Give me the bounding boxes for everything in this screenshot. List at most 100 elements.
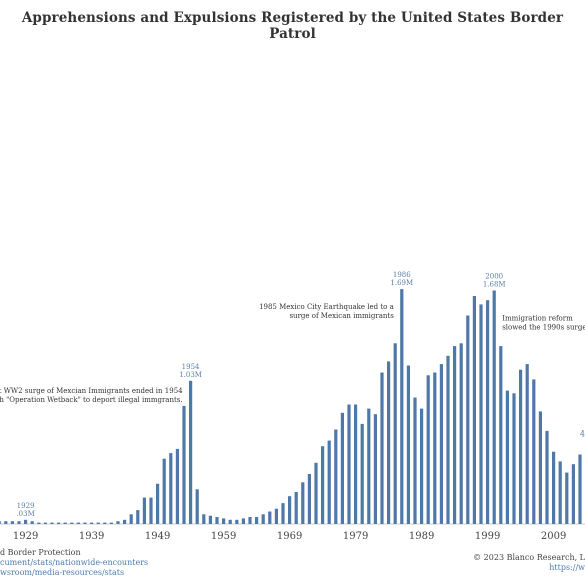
bar-2002 bbox=[505, 390, 509, 524]
source-line-1: d Border Protection bbox=[0, 548, 81, 557]
bar-2013 bbox=[578, 454, 582, 524]
bar-1967 bbox=[274, 508, 278, 524]
bar-1953 bbox=[182, 405, 186, 524]
x-tick-label: 1999 bbox=[475, 531, 500, 542]
point-label-year: 1929 bbox=[17, 502, 35, 510]
bar-1928 bbox=[17, 521, 21, 524]
bar-1999 bbox=[486, 300, 490, 524]
bar-1985 bbox=[393, 343, 397, 524]
bar-1956 bbox=[202, 514, 206, 524]
bar-2007 bbox=[538, 411, 542, 524]
bar-1971 bbox=[301, 482, 305, 524]
point-label-value: 1.68M bbox=[483, 281, 506, 289]
bar-1973 bbox=[314, 462, 318, 524]
bar-1951 bbox=[169, 453, 173, 524]
source-link-1[interactable]: cument/stats/nationwide-encounters bbox=[0, 558, 149, 567]
point-label-year: 1986 bbox=[393, 271, 411, 279]
bar-1969 bbox=[288, 496, 292, 524]
annotation-line: 1985 Mexico City Earthquake led to a bbox=[259, 303, 394, 311]
bar-1941 bbox=[103, 522, 107, 524]
bar-1996 bbox=[466, 315, 470, 524]
x-tick-label: 1979 bbox=[343, 531, 368, 542]
bar-2001 bbox=[499, 346, 503, 524]
bar-1950 bbox=[162, 458, 166, 524]
bar-1944 bbox=[123, 519, 127, 524]
bar-1960 bbox=[228, 519, 232, 524]
bars-layer bbox=[0, 289, 582, 525]
bar-2012 bbox=[571, 464, 575, 524]
point-label-value: 1.03M bbox=[179, 371, 202, 379]
source-link-2[interactable]: wsroom/media-resources/stats bbox=[0, 568, 125, 577]
bar-1955 bbox=[195, 489, 199, 525]
bar-1962 bbox=[241, 518, 245, 524]
x-tick-label: 2009 bbox=[541, 531, 566, 542]
annotation-line: slowed the 1990s surge bbox=[502, 324, 585, 332]
bar-1963 bbox=[248, 517, 252, 524]
bar-1974 bbox=[321, 446, 325, 524]
point-label-year: 1954 bbox=[182, 363, 200, 371]
edge-label: 4 bbox=[580, 430, 585, 439]
bar-1983 bbox=[380, 372, 384, 524]
bar-2000 bbox=[492, 290, 496, 524]
bar-1997 bbox=[472, 296, 476, 524]
bar-1930 bbox=[30, 521, 34, 524]
bar-1988 bbox=[413, 397, 417, 524]
bar-1939 bbox=[90, 522, 94, 524]
x-ticks-layer: 1929 1939 1949 1959 1969 1979 1989 1999 2009 bbox=[13, 531, 566, 542]
bar-1946 bbox=[136, 510, 140, 524]
bar-1980 bbox=[360, 423, 364, 524]
bar-1926 bbox=[4, 521, 8, 524]
x-tick-label: 1939 bbox=[79, 531, 104, 542]
bar-1972 bbox=[307, 474, 311, 524]
bar-1952 bbox=[175, 448, 179, 524]
chart-title: Apprehensions and Expulsions Registered … bbox=[21, 10, 564, 42]
bar-1987 bbox=[406, 365, 410, 524]
bar-1961 bbox=[235, 519, 239, 524]
annotation-line: surge of Mexican immigrants bbox=[289, 312, 394, 320]
x-tick-label: 1959 bbox=[211, 531, 236, 542]
bar-1965 bbox=[261, 514, 265, 524]
annotation-line: t WW2 surge of Mexcian Immigrants ended … bbox=[0, 387, 183, 395]
bar-1954 bbox=[189, 380, 193, 524]
bar-1977 bbox=[340, 412, 344, 524]
bar-1949 bbox=[156, 483, 160, 524]
x-tick-label: 1989 bbox=[409, 531, 434, 542]
bar-1932 bbox=[43, 522, 47, 524]
bar-1981 bbox=[367, 408, 371, 524]
bar-1934 bbox=[57, 522, 61, 524]
bar-1966 bbox=[268, 511, 272, 524]
bar-1982 bbox=[373, 414, 377, 524]
bar-1948 bbox=[149, 497, 153, 524]
bar-2010 bbox=[558, 461, 562, 524]
bar-1995 bbox=[459, 343, 463, 524]
copyright-line: © 2023 Blanco Research, L bbox=[473, 553, 585, 562]
x-tick-label: 1929 bbox=[13, 531, 38, 542]
annotation-line: h "Operation Wetback" to deport illegal … bbox=[0, 396, 183, 404]
x-tick-label: 1969 bbox=[277, 531, 302, 542]
bar-1945 bbox=[129, 514, 133, 524]
bar-1975 bbox=[327, 440, 331, 524]
point-label-value: .03M bbox=[16, 510, 34, 518]
bar-2003 bbox=[512, 393, 516, 524]
website-link[interactable]: https://w bbox=[549, 563, 585, 572]
bar-1929 bbox=[24, 519, 28, 524]
annotation-line: Immigration reform bbox=[502, 315, 573, 323]
bar-1958 bbox=[215, 517, 219, 524]
bar-1968 bbox=[281, 503, 285, 524]
bar-1979 bbox=[354, 404, 358, 524]
bar-1925 bbox=[0, 521, 1, 524]
bar-1937 bbox=[76, 522, 80, 524]
bar-2009 bbox=[552, 451, 556, 524]
bar-1992 bbox=[439, 364, 443, 524]
bar-1964 bbox=[255, 517, 259, 524]
bar-1957 bbox=[208, 515, 212, 524]
bar-1942 bbox=[109, 522, 113, 524]
bar-2004 bbox=[519, 369, 523, 524]
bar-1991 bbox=[433, 372, 437, 524]
bar-1998 bbox=[479, 304, 483, 524]
bar-1940 bbox=[96, 522, 100, 524]
point-label-year: 2000 bbox=[485, 273, 503, 281]
bar-1994 bbox=[453, 346, 457, 524]
bar-1976 bbox=[334, 429, 338, 524]
